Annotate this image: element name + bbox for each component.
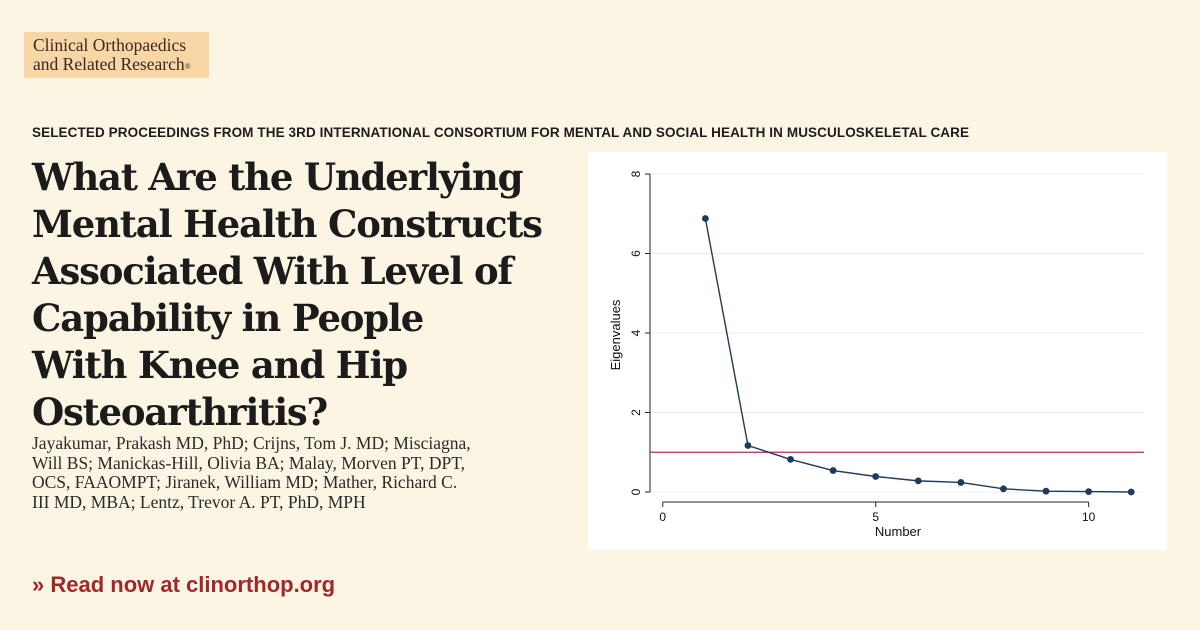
data-point	[872, 473, 880, 480]
y-tick-label: 6	[629, 250, 643, 257]
author-list: Jayakumar, Prakash MD, PhD; Crijns, Tom …	[32, 433, 562, 512]
x-tick-label: 5	[872, 510, 879, 524]
scree-plot: 0 2 4 6 8 0 5 10 Number Eigenvalues	[608, 170, 1144, 539]
logo-line-1: Clinical Orthopaedics	[33, 35, 187, 55]
data-point	[1085, 488, 1093, 496]
logo-line-2-text: and Related Research	[33, 54, 185, 74]
journal-logo: Clinical Orthopaedics and Related Resear…	[24, 32, 209, 78]
data-point	[744, 442, 752, 449]
title-line: What Are the Underlying	[32, 155, 523, 199]
author-line: OCS, FAAOMPT; Jiranek, William MD; Mathe…	[32, 472, 458, 492]
author-line: III MD, MBA; Lentz, Trevor A. PT, PhD, M…	[32, 491, 366, 512]
data-point	[787, 456, 794, 463]
x-axis-label: Number	[875, 524, 922, 539]
data-point	[957, 479, 965, 486]
y-tick-label: 2	[629, 409, 643, 416]
read-now-link[interactable]: » Read now at clinorthop.org	[32, 572, 336, 597]
title-line: Osteoarthritis?	[32, 390, 328, 434]
article-title: What Are the Underlying Mental Health Co…	[32, 154, 572, 436]
data-point	[829, 467, 837, 474]
data-point	[1042, 487, 1050, 495]
x-tick-label: 10	[1082, 510, 1096, 524]
y-tick-label: 4	[629, 329, 643, 336]
scree-plot-figure: 0 2 4 6 8 0 5 10 Number Eigenvalues	[588, 152, 1167, 550]
logo-line-2: and Related Research®	[33, 55, 200, 74]
title-line: Capability in People	[32, 296, 424, 340]
y-axis-label: Eigenvalues	[608, 299, 623, 370]
registered-mark: ®	[184, 62, 191, 71]
author-line: Will BS; Manickas-Hill, Olivia BA; Malay…	[32, 452, 466, 473]
title-line: Mental Health Constructs	[32, 202, 543, 246]
data-point	[914, 477, 922, 485]
title-line: With Knee and Hip	[32, 343, 408, 387]
data-point	[1000, 485, 1007, 493]
series-line	[704, 218, 1132, 493]
section-kicker: SELECTED PROCEEDINGS FROM THE 3RD INTERN…	[32, 125, 970, 140]
title-line: Associated With Level of	[32, 249, 513, 293]
y-tick-label: 8	[629, 170, 643, 177]
data-point	[1127, 488, 1135, 496]
x-tick-label: 0	[659, 510, 666, 524]
author-line: Jayakumar, Prakash MD, PhD; Crijns, Tom …	[32, 433, 471, 453]
data-point	[701, 215, 709, 222]
y-tick-label: 0	[629, 488, 643, 495]
